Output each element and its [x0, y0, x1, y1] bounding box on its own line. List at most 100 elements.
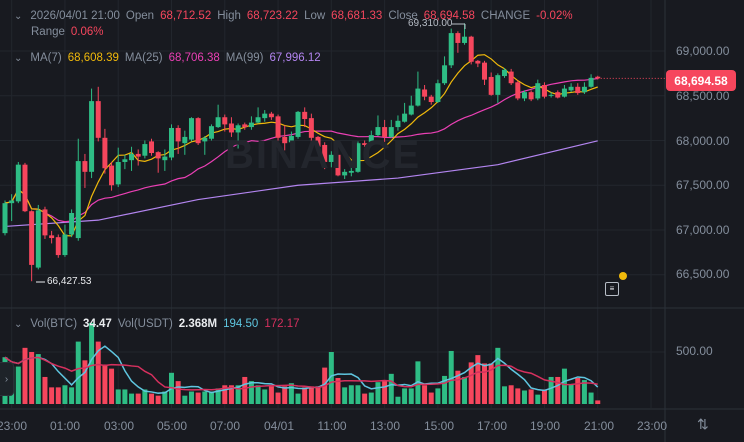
candle-body [248, 122, 254, 128]
candle-body [188, 118, 194, 140]
volume-bar [222, 385, 228, 404]
price-tick: 68,000.00 [676, 134, 730, 148]
volume-tick: 500.00 [676, 344, 713, 358]
chart-settings-icon[interactable]: ≡ [605, 282, 619, 296]
candle-body [9, 200, 15, 204]
volume-bar [215, 388, 221, 404]
volume-bar [89, 322, 95, 404]
time-tick: 03:00 [103, 419, 135, 433]
volume-bar [355, 385, 361, 404]
price-tick: 67,000.00 [676, 223, 730, 237]
candle-body [408, 105, 414, 115]
volume-bar [395, 396, 401, 404]
candle-body [442, 65, 448, 84]
candle-body [342, 171, 348, 176]
time-tick: 04/01 [263, 419, 295, 433]
time-tick: 17:00 [476, 419, 508, 433]
candle-body [548, 94, 554, 96]
range-label: Range [31, 26, 65, 38]
volume-bar [288, 383, 294, 404]
volume-bar [515, 388, 521, 404]
volume-bar [415, 361, 421, 404]
vol-usdt-value: 2.368M [178, 318, 218, 330]
high-label: High [217, 10, 241, 22]
candle-body [29, 211, 35, 265]
candle-body [295, 111, 301, 137]
volume-bar [362, 393, 368, 404]
candle-body [475, 60, 481, 64]
legend-datetime: 2026/04/01 21:00 [30, 10, 120, 22]
candle-body [335, 154, 341, 176]
vol-btc-label: Vol(BTC) [30, 318, 78, 330]
volume-bar [155, 395, 161, 404]
candle-body [355, 143, 361, 172]
candle-body [235, 125, 241, 133]
volume-bar [142, 389, 148, 404]
volume-bar [428, 392, 434, 404]
open-label: Open [125, 10, 155, 22]
candle-body [135, 153, 141, 157]
collapse-chevron-icon[interactable]: ⌄ [14, 318, 23, 330]
candle-body [402, 113, 408, 122]
volume-bar [182, 395, 188, 404]
current-price-badge: 68,694.58 [666, 70, 736, 91]
candle-body [395, 120, 401, 128]
candle-body [368, 135, 374, 145]
candle-body [528, 92, 534, 100]
auto-scale-icon[interactable]: ⇅ [697, 416, 709, 432]
candle-body [375, 127, 381, 136]
volume-bar [595, 400, 601, 404]
candle-body [182, 136, 188, 144]
candle-body [302, 111, 308, 120]
candle-body [508, 71, 514, 84]
candle-body [208, 126, 214, 139]
candle-body [175, 127, 181, 142]
candle-body [462, 36, 468, 43]
price-tick: 66,500.00 [676, 267, 730, 281]
volume-bar [382, 381, 388, 404]
candle-body [102, 137, 108, 169]
candle-body [468, 36, 474, 62]
volume-bar [188, 391, 194, 404]
candle-body [69, 212, 75, 235]
volume-bar [248, 381, 254, 404]
candle-body [282, 136, 288, 144]
volume-bar [122, 389, 128, 404]
collapse-chevron-icon[interactable]: ⌄ [14, 10, 23, 22]
candle-body [22, 164, 28, 212]
candle-body [448, 33, 454, 66]
candle-body [568, 86, 574, 91]
ma25-line [4, 77, 598, 223]
volume-bar [308, 386, 314, 404]
volume-bar [208, 391, 214, 404]
candle-body [75, 161, 81, 239]
volume-bar [95, 341, 101, 404]
candle-body [308, 118, 314, 138]
candle-body [109, 165, 115, 186]
candle-body [149, 141, 155, 154]
volume-bar [42, 376, 48, 404]
collapse-chevron-icon[interactable]: ⌄ [14, 52, 23, 64]
candle-body [15, 164, 21, 202]
volume-ma5-line [4, 345, 599, 394]
time-tick: 23:00 [636, 419, 668, 433]
candle-body [348, 170, 354, 173]
ma-legend: ⌄ MA(7) 68,608.39 MA(25) 68,706.38 MA(99… [14, 52, 321, 64]
candle-body [49, 235, 55, 239]
candle-body [242, 124, 248, 128]
candle-body [42, 209, 48, 236]
ma99-label: MA(99) [225, 52, 264, 64]
volume-bar [69, 387, 75, 404]
price-tick: 67,500.00 [676, 178, 730, 192]
volume-bar [262, 389, 268, 404]
expand-panel-button[interactable]: › [0, 362, 14, 396]
ohlc-legend: ⌄ 2026/04/01 21:00 Open 68,712.52 High 6… [14, 10, 573, 22]
volume-bar [49, 387, 55, 404]
volume-bar [435, 388, 441, 404]
candle-body [521, 92, 527, 99]
volume-bar [115, 389, 121, 404]
candle-body [55, 237, 61, 256]
volume-bar [315, 386, 321, 404]
time-tick: 07:00 [209, 419, 241, 433]
